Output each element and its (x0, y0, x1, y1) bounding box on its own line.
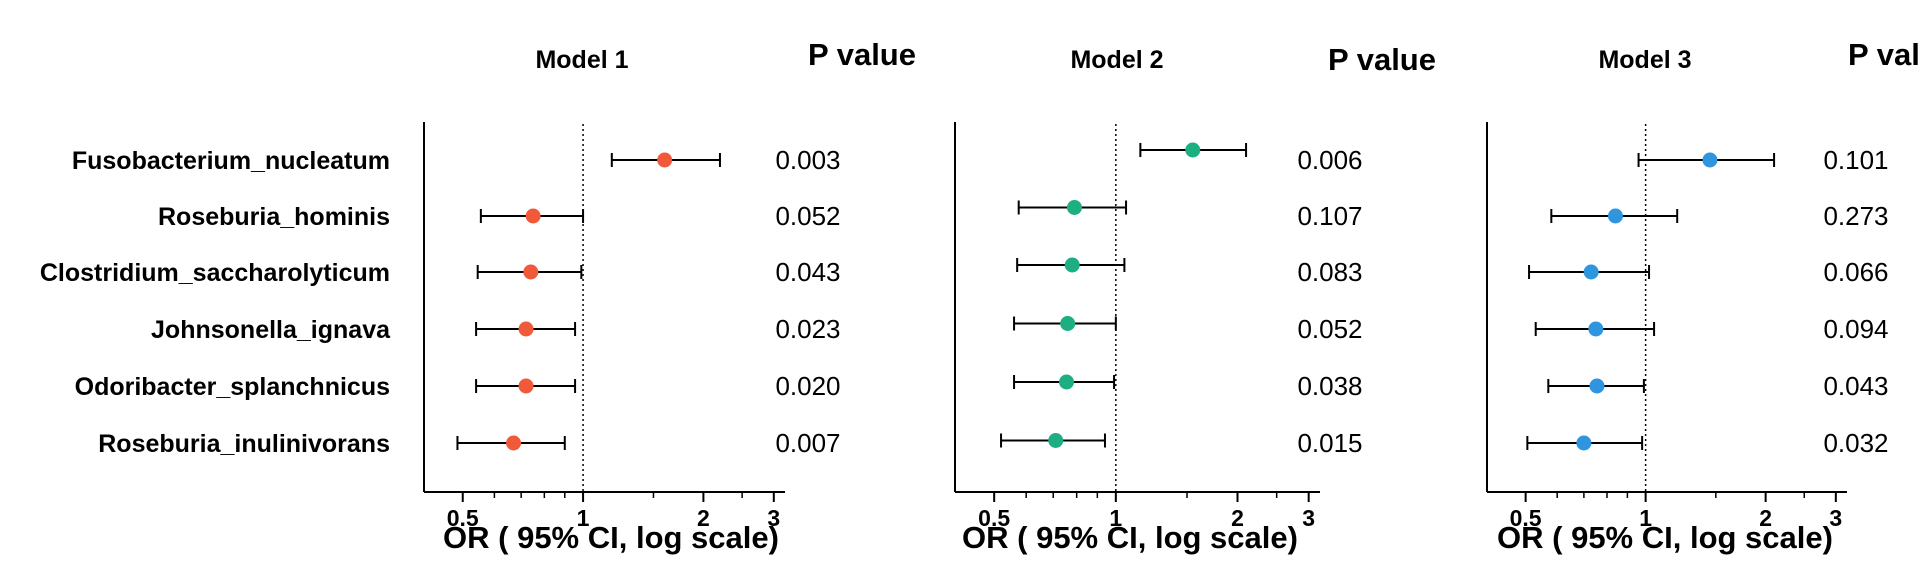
model-title: Model 1 (535, 46, 628, 74)
x-tick-label: 2 (1231, 505, 1244, 531)
odds-ratio-point (525, 208, 541, 224)
odds-ratio-point (1589, 378, 1605, 394)
odds-ratio-point (1576, 435, 1592, 451)
x-axis-label: OR ( 95% CI, log scale) (962, 520, 1298, 555)
x-axis-label: OR ( 95% CI, log scale) (443, 520, 779, 555)
p-value: 0.032 (1823, 428, 1888, 458)
model-2-panel: Model 2 P value 0.5 1 2 3 0.006 0.107 0.083 0.052… (954, 42, 1436, 555)
x-tick-label: 3 (1302, 505, 1315, 531)
p-value: 0.007 (775, 428, 840, 458)
p-value: 0.101 (1823, 145, 1888, 175)
x-tick-label: 0.5 (978, 505, 1010, 531)
species-label: Roseburia_hominis (158, 203, 390, 231)
p-value: 0.023 (775, 314, 840, 344)
model-title: Model 3 (1598, 46, 1691, 74)
model-1-panel: Model 1 P value 0.5 1 2 3 0.003 0.052 0.043 0.023… (423, 37, 916, 555)
p-value: 0.094 (1823, 314, 1888, 344)
p-value-header: P value (808, 37, 916, 72)
x-tick-label: 1 (1109, 505, 1122, 531)
odds-ratio-point (1185, 142, 1201, 158)
p-value-header: P value (1328, 42, 1436, 77)
odds-ratio-point (523, 264, 539, 280)
p-value: 0.003 (775, 145, 840, 175)
x-tick-label: 2 (1759, 505, 1772, 531)
p-value: 0.015 (1297, 428, 1362, 458)
x-tick-label: 1 (1639, 505, 1652, 531)
p-value: 0.273 (1823, 201, 1888, 231)
p-value: 0.052 (1297, 314, 1362, 344)
species-label: Johnsonella_ignava (151, 316, 391, 344)
species-labels: Fusobacterium_nucleatum Roseburia_hominis… (40, 147, 391, 458)
odds-ratio-point (1702, 152, 1718, 168)
odds-ratio-point (1583, 264, 1599, 280)
model-title: Model 2 (1070, 46, 1163, 74)
odds-ratio-point (1064, 257, 1080, 273)
p-value: 0.006 (1297, 145, 1362, 175)
p-value: 0.043 (1823, 371, 1888, 401)
p-value: 0.107 (1297, 201, 1362, 231)
odds-ratio-point (1060, 316, 1076, 331)
odds-ratio-point (1588, 321, 1604, 337)
x-axis-label: OR ( 95% CI, log scale) (1497, 520, 1833, 555)
x-tick-label: 3 (1829, 505, 1842, 531)
x-tick-label: 0.5 (447, 505, 479, 531)
odds-ratio-point (1059, 374, 1075, 390)
x-tick-label: 0.5 (1510, 505, 1542, 531)
odds-ratio-point (657, 152, 673, 168)
model-3-panel: Model 3 P value 0.5 1 2 3 0.101 0.273 0.066 0.094… (1486, 37, 1920, 555)
odds-ratio-point (1048, 433, 1064, 448)
p-value: 0.083 (1297, 257, 1362, 287)
x-tick-label: 2 (697, 505, 710, 531)
odds-ratio-point (1607, 208, 1623, 224)
species-label: Odoribacter_splanchnicus (75, 373, 390, 401)
odds-ratio-point (518, 378, 534, 394)
x-tick-label: 3 (767, 505, 780, 531)
p-value: 0.066 (1823, 257, 1888, 287)
p-value: 0.020 (775, 371, 840, 401)
odds-ratio-point (506, 435, 522, 451)
species-label: Roseburia_inulinivorans (98, 430, 390, 458)
species-label: Clostridium_saccharolyticum (40, 259, 390, 287)
p-value: 0.038 (1297, 371, 1362, 401)
species-label: Fusobacterium_nucleatum (72, 147, 390, 175)
p-value: 0.052 (775, 201, 840, 231)
odds-ratio-point (518, 321, 534, 337)
x-tick-label: 1 (577, 505, 590, 531)
p-value-header: P value (1848, 37, 1920, 72)
p-value: 0.043 (775, 257, 840, 287)
odds-ratio-point (1066, 200, 1082, 215)
